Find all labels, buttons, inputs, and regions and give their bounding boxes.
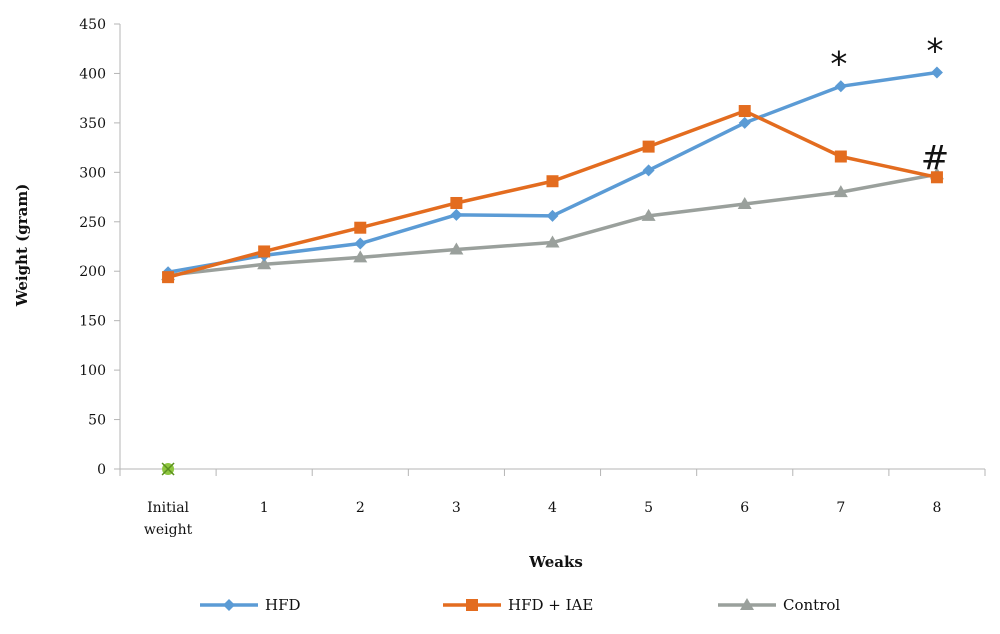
legend: HFD HFD + IAE Control (200, 596, 840, 614)
data-point (258, 245, 271, 258)
y-tick-label: 0 (97, 462, 106, 478)
annotations-layer: * * # (830, 32, 949, 179)
legend-item-hfd: HFD (200, 596, 301, 614)
series-hfd-iae (162, 105, 943, 284)
data-point (353, 250, 368, 263)
y-tick-label: 150 (79, 314, 106, 330)
data-point (450, 196, 463, 209)
data-point (737, 196, 752, 209)
data-point (545, 235, 560, 248)
legend-label: HFD + IAE (508, 596, 593, 614)
legend-marker (466, 599, 478, 611)
x-tick-label: 3 (452, 500, 461, 516)
x-tick-label: 5 (644, 500, 653, 516)
y-tick-label: 200 (79, 264, 106, 280)
significance-annotation: * (830, 45, 847, 85)
significance-annotation: * (926, 32, 943, 72)
data-point (162, 271, 175, 284)
y-tick-label: 350 (79, 116, 106, 132)
data-point (354, 237, 367, 250)
data-point (449, 242, 464, 255)
y-axis: 0 50 100 150 200 250 300 350 400 450 (79, 17, 121, 478)
significance-annotation: # (921, 139, 950, 179)
data-point (738, 105, 751, 118)
x-axis-title: Weaks (528, 553, 583, 571)
y-tick-label: 300 (79, 165, 106, 181)
data-point (450, 208, 463, 221)
y-tick-label: 50 (88, 413, 106, 429)
x-axis: Initial weight 1 2 3 4 5 6 7 8 (119, 468, 986, 538)
x-tick-label: 6 (740, 500, 749, 516)
x-tick-label: 1 (260, 500, 269, 516)
y-tick-label: 250 (79, 215, 106, 231)
legend-label: HFD (265, 596, 301, 614)
legend-marker (740, 598, 754, 610)
data-point (930, 66, 943, 79)
series-line (167, 172, 938, 277)
x-tick-label: 2 (356, 500, 365, 516)
data-point (833, 185, 848, 198)
legend-label: Control (783, 596, 840, 614)
data-point (546, 175, 559, 188)
data-point (546, 209, 559, 222)
x-tick-label: 7 (836, 500, 845, 516)
data-point (834, 80, 847, 93)
series-layer (161, 66, 944, 476)
data-point (354, 221, 367, 234)
legend-item-control: Control (718, 596, 840, 614)
data-point (641, 208, 656, 221)
data-point (642, 140, 655, 153)
legend-item-hfd-iae: HFD + IAE (443, 596, 593, 614)
y-tick-label: 450 (79, 17, 106, 33)
series-hfd (162, 66, 943, 279)
extra-data-point (161, 462, 175, 476)
x-tick-label: 8 (932, 500, 941, 516)
data-point (642, 164, 655, 177)
y-axis-title: Weight (gram) (13, 184, 31, 308)
data-point (738, 116, 751, 129)
x-tick-label: 4 (548, 500, 557, 516)
data-point (257, 257, 272, 270)
x-tick-label: Initial weight (144, 500, 193, 538)
data-point (930, 171, 943, 184)
y-tick-label: 400 (79, 66, 106, 82)
y-tick-label: 100 (79, 363, 106, 379)
legend-marker (223, 599, 235, 611)
data-point (834, 150, 847, 163)
